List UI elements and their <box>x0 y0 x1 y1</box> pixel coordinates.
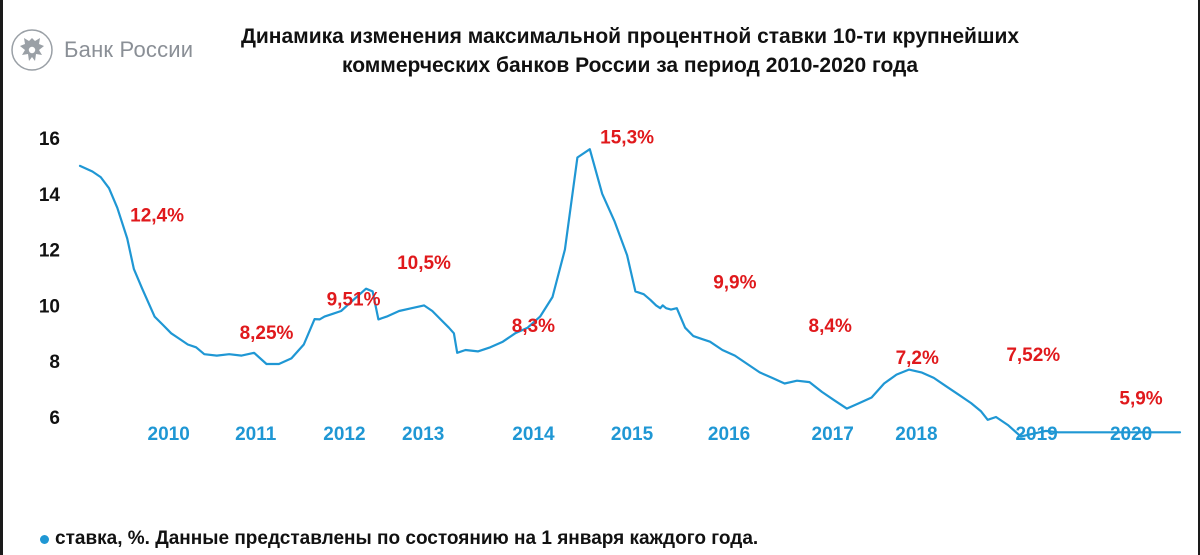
legend-dot-icon <box>40 534 49 544</box>
bank-logo: Банк России <box>10 28 193 72</box>
y-tick-label: 10 <box>39 296 60 317</box>
left-border <box>0 0 3 555</box>
y-tick-label: 16 <box>39 129 60 150</box>
footnote: ставка, %. Данные представлены по состоя… <box>40 528 758 550</box>
data-label: 8,4% <box>809 316 852 337</box>
data-label: 10,5% <box>397 253 451 274</box>
series-line <box>78 148 1182 438</box>
y-tick-label: 6 <box>49 408 60 429</box>
data-label: 15,3% <box>600 128 654 149</box>
y-tick-label: 8 <box>49 352 60 373</box>
data-label: 5,9% <box>1119 388 1162 409</box>
x-tick-label: 2020 <box>1110 424 1152 445</box>
chart-title-line-2: коммерческих банков России за период 201… <box>341 54 918 77</box>
x-tick-label: 2014 <box>512 424 555 445</box>
chart-title-line-1: Динамика изменения максимальной процентн… <box>240 25 1020 48</box>
data-label: 7,2% <box>896 348 939 369</box>
data-label: 12,4% <box>130 206 184 227</box>
logo-text: Банк России <box>64 37 194 62</box>
x-tick-label: 2015 <box>611 424 654 445</box>
chart-title: Динамика изменения максимальной процентн… <box>230 22 1030 80</box>
double-headed-eagle-icon <box>11 29 53 71</box>
data-label: 9,9% <box>713 273 756 294</box>
data-label: 9,51% <box>327 289 381 310</box>
x-tick-label: 2019 <box>1015 424 1057 445</box>
right-border <box>1198 0 1200 555</box>
x-tick-label: 2016 <box>708 424 750 445</box>
x-tick-label: 2018 <box>895 424 937 445</box>
footnote-text: ставка, %. Данные представлены по состоя… <box>55 528 759 549</box>
data-label: 8,25% <box>240 323 294 344</box>
y-tick-label: 14 <box>39 185 61 206</box>
x-tick-label: 2012 <box>323 424 365 445</box>
data-label: 8,3% <box>512 316 555 337</box>
x-tick-label: 2010 <box>148 424 190 445</box>
y-tick-label: 12 <box>39 241 60 262</box>
x-tick-label: 2017 <box>812 424 854 445</box>
x-tick-label: 2011 <box>235 424 277 445</box>
x-tick-label: 2013 <box>402 424 444 445</box>
data-label: 7,52% <box>1006 345 1060 366</box>
